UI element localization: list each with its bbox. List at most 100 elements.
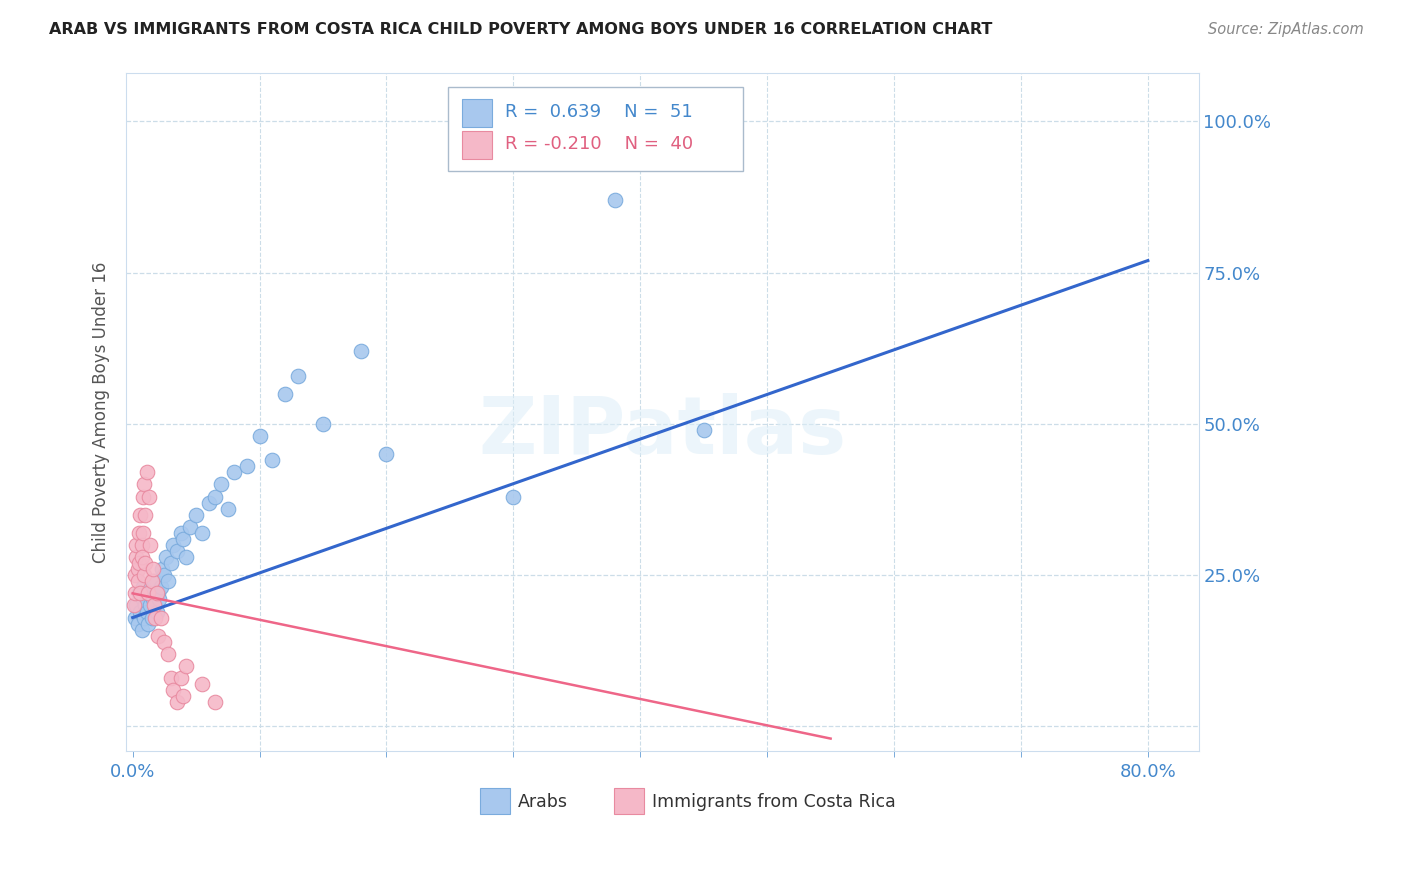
Y-axis label: Child Poverty Among Boys Under 16: Child Poverty Among Boys Under 16 <box>93 261 110 563</box>
Point <box>146 586 169 600</box>
Point <box>174 659 197 673</box>
Text: R =  0.639    N =  51: R = 0.639 N = 51 <box>505 103 693 121</box>
Text: ARAB VS IMMIGRANTS FROM COSTA RICA CHILD POVERTY AMONG BOYS UNDER 16 CORRELATION: ARAB VS IMMIGRANTS FROM COSTA RICA CHILD… <box>49 22 993 37</box>
Point <box>375 447 398 461</box>
Point <box>132 490 155 504</box>
Point <box>131 623 153 637</box>
Point <box>125 599 148 613</box>
Point <box>134 556 156 570</box>
Point <box>149 610 172 624</box>
Point <box>127 616 149 631</box>
Point <box>142 592 165 607</box>
Point <box>174 550 197 565</box>
Point <box>131 538 153 552</box>
Point <box>211 477 233 491</box>
Text: R = -0.210    N =  40: R = -0.210 N = 40 <box>505 136 693 153</box>
Point <box>136 586 159 600</box>
Bar <box>463 99 492 128</box>
Point <box>139 538 162 552</box>
Point <box>191 677 214 691</box>
Point <box>170 671 193 685</box>
Point <box>249 429 271 443</box>
Point <box>135 605 157 619</box>
Point <box>162 683 184 698</box>
Point <box>139 599 162 613</box>
Point <box>124 568 146 582</box>
Point <box>153 634 176 648</box>
Text: Source: ZipAtlas.com: Source: ZipAtlas.com <box>1208 22 1364 37</box>
Point <box>274 386 297 401</box>
Point <box>143 599 166 613</box>
Point <box>172 690 194 704</box>
Point <box>124 610 146 624</box>
Point <box>127 562 149 576</box>
Point <box>128 586 150 600</box>
Point <box>603 193 626 207</box>
Point <box>131 550 153 565</box>
Point <box>693 423 716 437</box>
Point <box>138 586 160 600</box>
Point <box>136 616 159 631</box>
Point <box>128 556 150 570</box>
Point <box>157 647 180 661</box>
Point <box>236 459 259 474</box>
Point <box>159 671 181 685</box>
Point <box>132 525 155 540</box>
Text: Immigrants from Costa Rica: Immigrants from Costa Rica <box>652 792 896 811</box>
Point <box>142 562 165 576</box>
Point <box>141 610 163 624</box>
Point <box>132 580 155 594</box>
Point <box>129 586 152 600</box>
Point <box>157 574 180 589</box>
Point <box>197 495 219 509</box>
Point <box>162 538 184 552</box>
Point <box>132 610 155 624</box>
Bar <box>463 130 492 159</box>
Point <box>127 574 149 589</box>
Point <box>191 525 214 540</box>
Point <box>262 453 284 467</box>
Point <box>129 508 152 522</box>
Point <box>149 580 172 594</box>
Point <box>148 592 170 607</box>
Point <box>132 477 155 491</box>
Point <box>350 344 373 359</box>
Point <box>145 586 167 600</box>
Point <box>166 695 188 709</box>
Point <box>145 610 167 624</box>
Point <box>179 520 201 534</box>
Bar <box>481 788 510 814</box>
Point <box>166 544 188 558</box>
Point <box>138 490 160 504</box>
FancyBboxPatch shape <box>449 87 742 171</box>
Point <box>170 525 193 540</box>
Point <box>153 568 176 582</box>
Point <box>150 562 173 576</box>
Point <box>125 538 148 552</box>
Point <box>155 550 177 565</box>
Point <box>312 417 335 431</box>
Point <box>204 695 226 709</box>
Point <box>146 629 169 643</box>
Point <box>129 605 152 619</box>
Point <box>184 508 207 522</box>
Point <box>204 490 226 504</box>
Point <box>143 574 166 589</box>
Point <box>145 599 167 613</box>
Point <box>502 490 524 504</box>
Point <box>132 568 155 582</box>
Point <box>135 466 157 480</box>
Point <box>217 501 239 516</box>
Text: ZIPatlas: ZIPatlas <box>478 393 846 471</box>
Point <box>141 574 163 589</box>
Point <box>125 550 148 565</box>
Point <box>134 508 156 522</box>
Point <box>172 532 194 546</box>
Point <box>159 556 181 570</box>
Point <box>132 592 155 607</box>
Bar <box>614 788 644 814</box>
Point <box>134 599 156 613</box>
Point <box>122 599 145 613</box>
Text: Arabs: Arabs <box>517 792 568 811</box>
Point <box>124 586 146 600</box>
